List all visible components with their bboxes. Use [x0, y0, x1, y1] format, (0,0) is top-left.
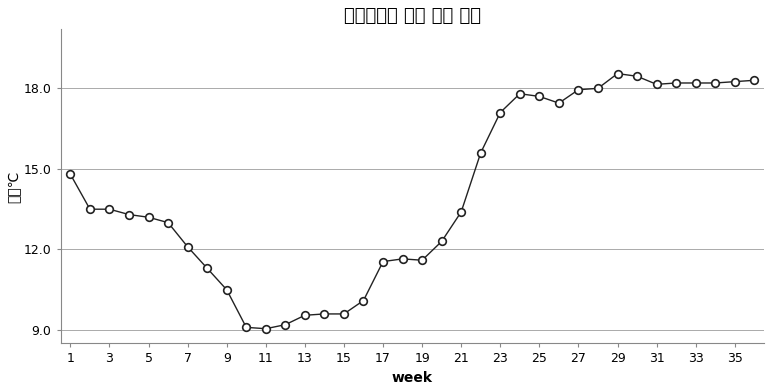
X-axis label: week: week: [392, 371, 433, 385]
Y-axis label: 온도℃: 온도℃: [7, 170, 21, 203]
Title: 무지개송어 사육 온도 범위: 무지개송어 사육 온도 범위: [344, 7, 481, 25]
